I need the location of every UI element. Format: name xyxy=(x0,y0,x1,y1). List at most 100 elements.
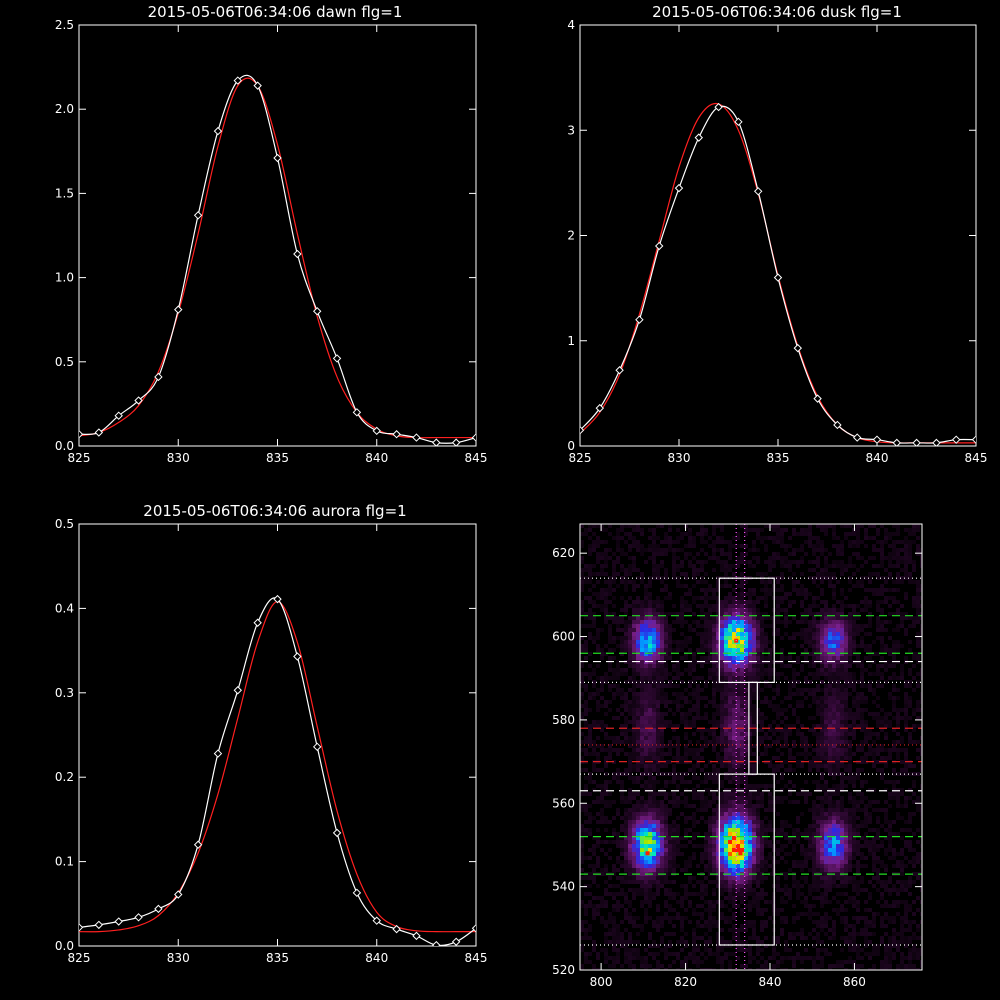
data-point xyxy=(714,102,723,112)
y-tick-label: 0.5 xyxy=(55,517,74,531)
y-tick-label: 4 xyxy=(567,18,575,32)
data-point xyxy=(773,273,783,282)
x-tick-label: 845 xyxy=(465,451,488,465)
data-point xyxy=(352,888,362,898)
data-point xyxy=(892,438,902,446)
data-point xyxy=(134,396,143,405)
y-tick-label: 0.2 xyxy=(55,770,74,784)
y-tick-label: 2.0 xyxy=(55,102,74,116)
aurora-panel: 2015-05-06T06:34:06 aurora flg=1 825 830 8… xyxy=(55,502,488,965)
data-curve xyxy=(79,74,476,444)
fit-curve xyxy=(79,601,476,933)
data-point xyxy=(213,749,223,758)
y-tick-label: 0.0 xyxy=(55,439,74,453)
data-point xyxy=(833,420,842,430)
y-tick-label: 0.5 xyxy=(55,355,74,369)
data-point xyxy=(332,828,342,838)
data-point xyxy=(352,408,362,417)
x-tick-label: 825 xyxy=(68,451,91,465)
dusk-panel: 2015-05-06T06:34:06 dusk flg=1 825 830 835… xyxy=(567,3,987,465)
region-box xyxy=(718,773,775,946)
data-point xyxy=(471,433,476,442)
plot-frame xyxy=(579,523,923,971)
data-point xyxy=(412,931,421,941)
data-point xyxy=(154,904,163,914)
spectral-image xyxy=(580,524,922,970)
x-tick-label: 830 xyxy=(167,451,190,465)
data-point xyxy=(471,924,476,933)
data-point xyxy=(253,618,262,627)
data-point xyxy=(872,435,882,444)
data-point xyxy=(332,354,342,363)
dusk-title: 2015-05-06T06:34:06 dusk flg=1 xyxy=(652,3,902,21)
data-point xyxy=(233,76,243,85)
data-point xyxy=(114,411,123,420)
data-point xyxy=(312,742,322,752)
x-tick-label: 825 xyxy=(569,451,592,465)
x-tick-label: 860 xyxy=(843,975,866,989)
data-point xyxy=(580,426,585,435)
spectral-image-panel: 800 820 840 860 520 540 560 580 600 620 xyxy=(552,523,923,989)
region-box xyxy=(718,577,775,683)
y-tick-label: 1.0 xyxy=(55,271,74,285)
y-tick-label: 560 xyxy=(552,796,575,810)
data-point xyxy=(193,840,203,849)
data-point xyxy=(174,890,183,899)
aurora-title: 2015-05-06T06:34:06 aurora flg=1 xyxy=(143,502,406,520)
data-point xyxy=(154,372,163,382)
y-tick-label: 0.1 xyxy=(55,855,74,869)
dusk-plot: 825 830 835 840 845 0 1 2 3 4 xyxy=(567,18,987,465)
y-tick-label: 2.5 xyxy=(55,18,74,32)
data-point xyxy=(79,430,84,439)
data-point xyxy=(273,153,282,163)
x-tick-label: 835 xyxy=(266,951,289,965)
y-tick-label: 0.0 xyxy=(55,939,74,953)
data-point xyxy=(932,438,941,446)
aurora-plot: 825 830 835 840 845 0.0 0.1 0.2 0.3 0.4 0.5 xyxy=(55,517,488,965)
data-point xyxy=(253,81,262,90)
y-tick-label: 0.3 xyxy=(55,686,74,700)
data-point xyxy=(312,307,322,316)
data-point xyxy=(595,403,605,413)
x-tick-label: 840 xyxy=(759,975,782,989)
data-point xyxy=(971,435,976,444)
y-tick-label: 1 xyxy=(567,334,575,348)
data-point xyxy=(174,305,183,314)
y-tick-label: 0.4 xyxy=(55,601,74,615)
y-tick-label: 2 xyxy=(567,229,575,243)
spectral-image-plot: 800 820 840 860 520 540 560 580 600 620 xyxy=(552,523,923,989)
x-tick-label: 845 xyxy=(465,951,488,965)
data-point xyxy=(79,923,84,932)
y-tick-label: 540 xyxy=(552,880,575,894)
data-point xyxy=(852,433,862,442)
dawn-plot: 825 830 835 840 845 0.0 0.5 1.0 1.5 2.0 2.5 xyxy=(55,18,488,465)
x-tick-label: 830 xyxy=(167,951,190,965)
data-point xyxy=(193,211,203,220)
y-tick-label: 0 xyxy=(567,439,575,453)
data-point xyxy=(451,438,461,446)
data-point xyxy=(951,435,961,444)
data-point xyxy=(912,438,921,446)
data-point xyxy=(372,916,381,925)
data-point xyxy=(813,394,822,403)
data-point xyxy=(793,343,803,353)
x-tick-label: 820 xyxy=(674,975,697,989)
data-point xyxy=(392,430,401,439)
y-tick-label: 600 xyxy=(552,630,575,644)
hot-pixel xyxy=(645,851,650,856)
y-tick-label: 580 xyxy=(552,713,575,727)
data-point xyxy=(615,366,624,375)
data-point xyxy=(233,686,243,695)
hot-pixel xyxy=(738,851,743,856)
y-tick-label: 1.5 xyxy=(55,186,74,200)
data-point xyxy=(753,187,763,196)
x-tick-label: 800 xyxy=(590,975,613,989)
data-point xyxy=(293,249,302,259)
x-tick-label: 835 xyxy=(266,451,289,465)
x-tick-label: 835 xyxy=(767,451,790,465)
data-point xyxy=(94,428,104,437)
data-point xyxy=(734,117,743,127)
y-tick-label: 3 xyxy=(567,123,575,137)
data-point xyxy=(134,913,143,922)
x-tick-label: 840 xyxy=(866,451,889,465)
